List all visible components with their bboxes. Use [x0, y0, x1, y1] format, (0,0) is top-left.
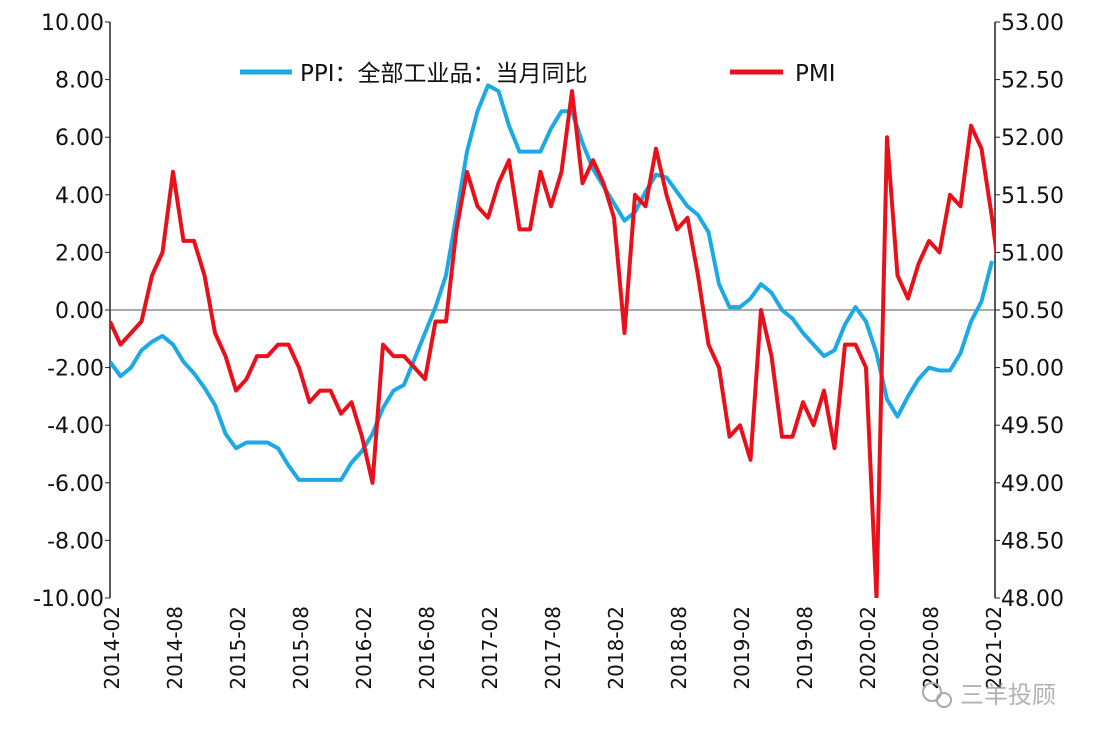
right-tick-label: 50.00 — [1001, 357, 1064, 382]
left-tick-label: 10.00 — [41, 11, 104, 36]
series-line-pmi — [110, 89, 995, 598]
x-tick-label: 2014-08 — [163, 606, 187, 690]
left-tick-label: 0.00 — [55, 299, 104, 324]
x-tick-label: 2018-02 — [604, 606, 628, 690]
left-tick-label: 6.00 — [55, 126, 104, 151]
right-tick-label: 49.50 — [1001, 414, 1064, 439]
right-tick-label: 53.00 — [1001, 11, 1064, 36]
left-tick-label: 4.00 — [55, 184, 104, 209]
x-tick-label: 2019-08 — [793, 606, 817, 690]
x-tick-label: 2021-02 — [982, 606, 1006, 690]
watermark: 三羊投顾 — [922, 681, 1056, 709]
x-tick-label: 2015-02 — [226, 606, 250, 690]
legend-label-pmi: PMI — [795, 61, 836, 87]
left-tick-label: 2.00 — [55, 241, 104, 266]
x-tick-label: 2020-02 — [856, 606, 880, 690]
x-tick-label: 2017-08 — [541, 606, 565, 690]
x-tick-label: 2015-08 — [289, 606, 313, 690]
series-lines — [110, 83, 995, 598]
axes: 10.00 8.00 6.00 4.00 2.00 0.00 -2.00 -4.00 -6.00… — [33, 11, 1064, 690]
left-tick-label: -2.00 — [47, 357, 104, 382]
left-tick-label: -10.00 — [33, 587, 104, 612]
left-tick-label: -4.00 — [47, 414, 104, 439]
right-tick-label: 51.00 — [1001, 241, 1064, 266]
series-line-ppi — [110, 83, 994, 482]
right-tick-label: 52.00 — [1001, 126, 1064, 151]
x-tick-label: 2014-02 — [100, 606, 124, 690]
x-tick-label: 2017-02 — [478, 606, 502, 690]
right-tick-label: 52.50 — [1001, 69, 1064, 94]
x-tick-label: 2016-08 — [415, 606, 439, 690]
x-tick-label: 2018-08 — [667, 606, 691, 690]
right-tick-label: 48.00 — [1001, 587, 1064, 612]
x-tick-label: 2019-02 — [730, 606, 754, 690]
right-tick-label: 48.50 — [1001, 529, 1064, 554]
wechat-icon-small — [936, 692, 952, 708]
legend: PPI：全部工业品：当月同比 PMI — [240, 61, 836, 87]
left-tick-label: -8.00 — [47, 529, 104, 554]
watermark-text: 三羊投顾 — [960, 681, 1056, 709]
x-tick-label: 2016-02 — [352, 606, 376, 690]
legend-label-ppi: PPI：全部工业品：当月同比 — [300, 61, 588, 87]
wechat-icon — [922, 682, 942, 702]
right-tick-label: 51.50 — [1001, 184, 1064, 209]
left-tick-label: 8.00 — [55, 69, 104, 94]
right-tick-label: 50.50 — [1001, 299, 1064, 324]
left-tick-label: -6.00 — [47, 472, 104, 497]
right-tick-label: 49.00 — [1001, 472, 1064, 497]
x-tick-label: 2020-08 — [919, 606, 943, 690]
